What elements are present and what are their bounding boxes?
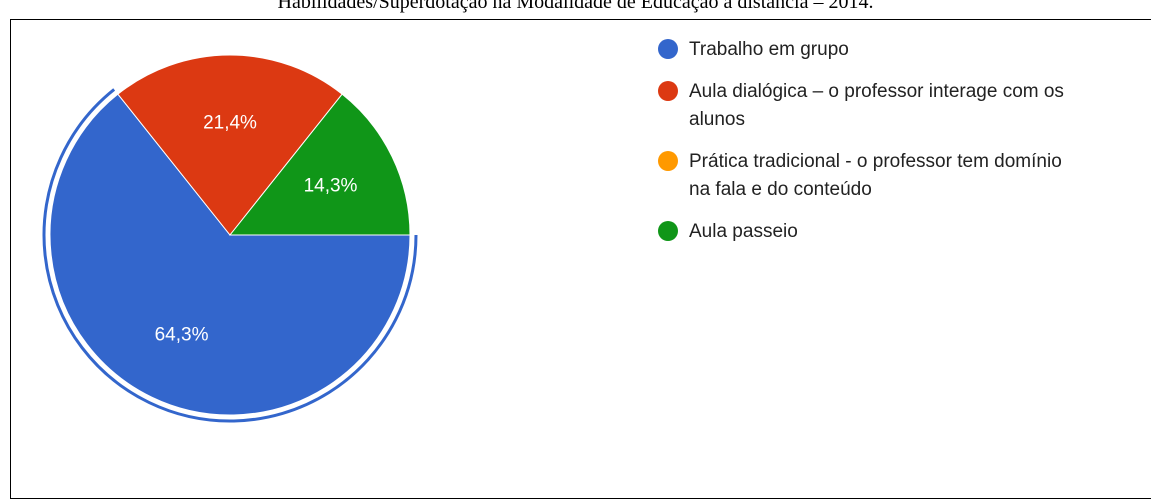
legend-item: Trabalho em grupo — [658, 36, 1078, 64]
legend-swatch — [658, 151, 678, 171]
legend-label: Aula dialógica – o professor interage co… — [689, 81, 1064, 130]
pie-slice — [228, 93, 411, 236]
legend: Trabalho em grupo Aula dialógica – o prof… — [658, 36, 1078, 260]
legend-label: Aula passeio — [689, 221, 798, 242]
slice-highlight — [42, 88, 418, 423]
slice-label: 21,4% — [203, 112, 257, 133]
pie-slice — [49, 93, 411, 416]
slice-label: 14,3% — [304, 176, 358, 197]
legend-item: Prática tradicional - o professor tem do… — [658, 148, 1078, 204]
legend-label: Trabalho em grupo — [689, 39, 849, 60]
legend-item: Aula passeio — [658, 218, 1078, 246]
page: Habilidades/Superdotação na Modalidade d… — [10, 0, 1151, 499]
legend-item: Aula dialógica – o professor interage co… — [658, 78, 1078, 134]
slice-label: 64,3% — [155, 325, 209, 346]
legend-label: Prática tradicional - o professor tem do… — [689, 151, 1062, 200]
legend-swatch — [658, 39, 678, 59]
chart-title: Habilidades/Superdotação na Modalidade d… — [277, 0, 874, 13]
legend-swatch — [658, 81, 678, 101]
pie-slice — [117, 54, 343, 236]
legend-swatch — [658, 221, 678, 241]
chart: 64,3% 21,4% 14,3% — [42, 54, 418, 423]
